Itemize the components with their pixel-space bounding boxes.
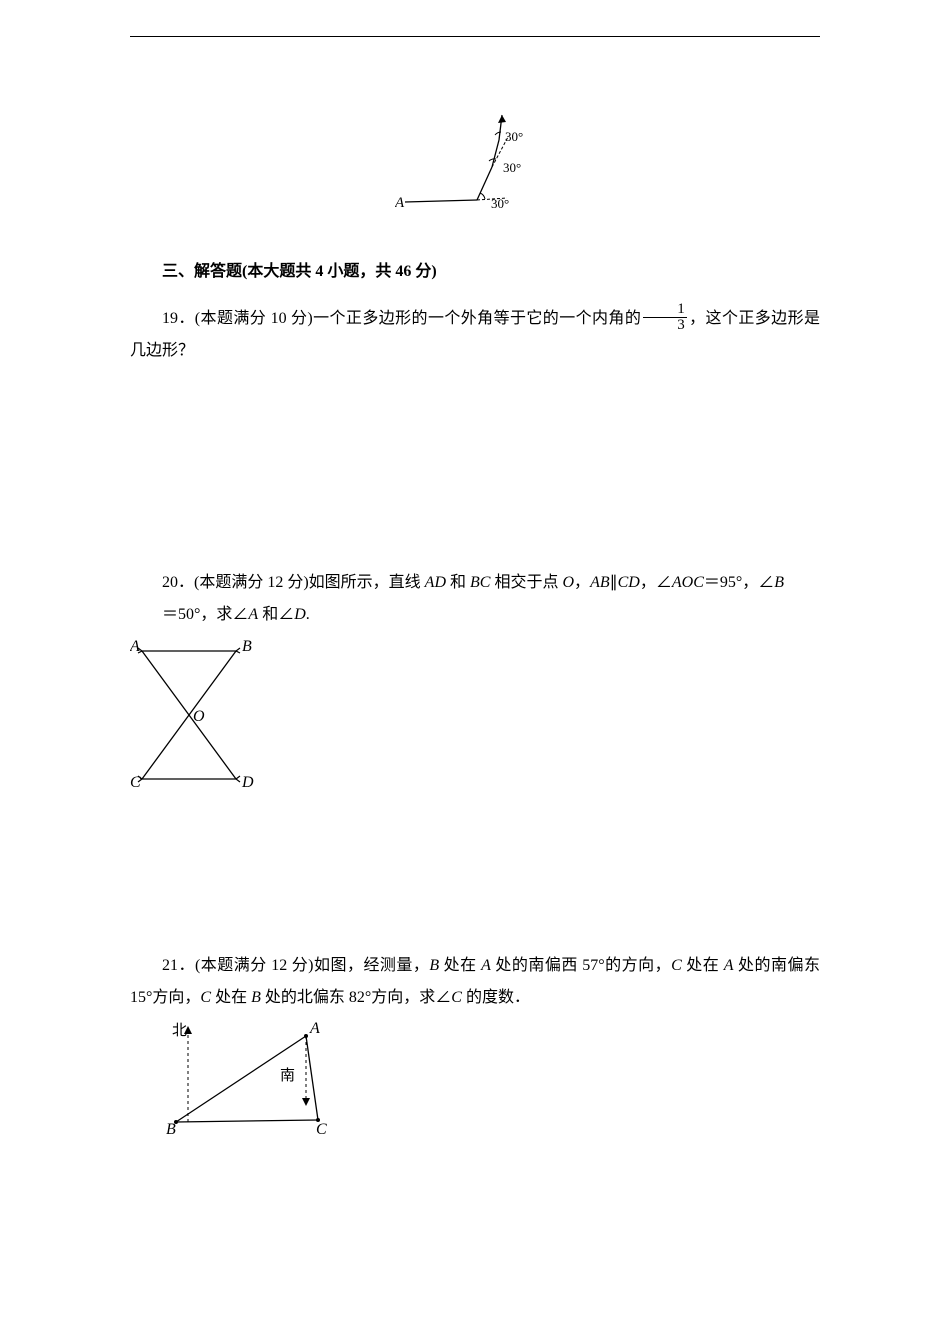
q21-A1: A [481,957,491,974]
q20-t2a: ＝50°，求∠ [162,606,248,623]
figure-21-diagram: 北 南 A B C [158,1018,358,1138]
q20-O: O [562,574,574,591]
q20-par: ∥ [610,574,618,591]
fig20-A: A [130,638,140,655]
fig20-C: C [130,774,141,791]
q19-frac-den: 3 [643,318,687,333]
q20-AOC: AOC [672,574,704,591]
q21-tf: 处在 [211,989,251,1006]
q20-AD: AD [425,574,446,591]
figure-1-container: A 30° 30° 30° [130,107,820,217]
question-20-line2: ＝50°，求∠A 和∠D. [130,599,820,631]
q20-t2b: 和∠ [258,606,294,623]
fig21-B: B [166,1121,176,1138]
q21-tb: 处在 [439,957,481,974]
q20-eq1: ＝95°，∠ [704,574,774,591]
q21-tc: 处的南偏西 57°的方向， [491,957,671,974]
q21-td: 处在 [682,957,724,974]
q20-t1e: ，∠ [640,574,672,591]
section-3-title: 三、解答题(本大题共 4 小题，共 46 分) [130,257,820,281]
q21-C3: C [451,989,462,1006]
q21-tg: 处的北偏东 82°方向，求∠ [261,989,451,1006]
q20-workspace [130,810,820,950]
q21-B2: B [251,989,261,1006]
q21-ta: 21．(本题满分 12 分)如图，经测量， [162,957,429,974]
fig1-angle-3: 30° [505,129,523,144]
fig1-angle-1: 30° [491,196,509,211]
fig21-A: A [309,1020,320,1037]
q21-B1: B [429,957,439,974]
q20-t1d: ， [574,574,590,591]
q19-prefix: 19．(本题满分 10 分)一个正多边形的一个外角等于它的一个内角的 [162,310,641,327]
q21-A2: A [724,957,734,974]
fig1-label-A: A [395,195,405,211]
q20-t1c: 相交于点 [490,574,562,591]
figure-21-container: 北 南 A B C [158,1018,820,1143]
fig1-angle-2: 30° [503,160,521,175]
q20-BC: BC [470,574,490,591]
figure-20-container: A B C D O [130,635,820,800]
fig20-B: B [242,638,252,655]
q20-D: D [294,606,306,623]
q21-C1: C [671,957,682,974]
figure-20-diagram: A B C D O [130,635,260,795]
q20-t2c: . [306,606,310,623]
q20-t1a: 20．(本题满分 12 分)如图所示，直线 [162,574,425,591]
q20-AB: AB [590,574,610,591]
q19-fraction: 13 [643,302,687,333]
fig21-north: 北 [172,1022,187,1039]
q21-th: 的度数． [462,989,530,1006]
q20-t1b: 和 [446,574,470,591]
question-21: 21．(本题满分 12 分)如图，经测量，B 处在 A 处的南偏西 57°的方向… [130,950,820,1014]
q21-C2: C [200,989,211,1006]
fig21-C: C [316,1121,327,1138]
header-rule [130,36,820,37]
fig21-south: 南 [280,1067,295,1084]
figure-1-diagram: A 30° 30° 30° [395,107,555,217]
question-20: 20．(本题满分 12 分)如图所示，直线 AD 和 BC 相交于点 O，AB∥… [130,567,820,599]
fig20-D: D [241,774,254,791]
q19-workspace [130,367,820,567]
q20-CD: CD [618,574,640,591]
q20-B: B [774,574,784,591]
fig20-O: O [193,708,205,725]
page-content: A 30° 30° 30° 三、解答题(本大题共 4 小题，共 46 分) 19… [0,0,950,1183]
q20-A: A [248,606,258,623]
q19-frac-num: 1 [643,302,687,318]
question-19: 19．(本题满分 10 分)一个正多边形的一个外角等于它的一个内角的13，这个正… [130,303,820,367]
